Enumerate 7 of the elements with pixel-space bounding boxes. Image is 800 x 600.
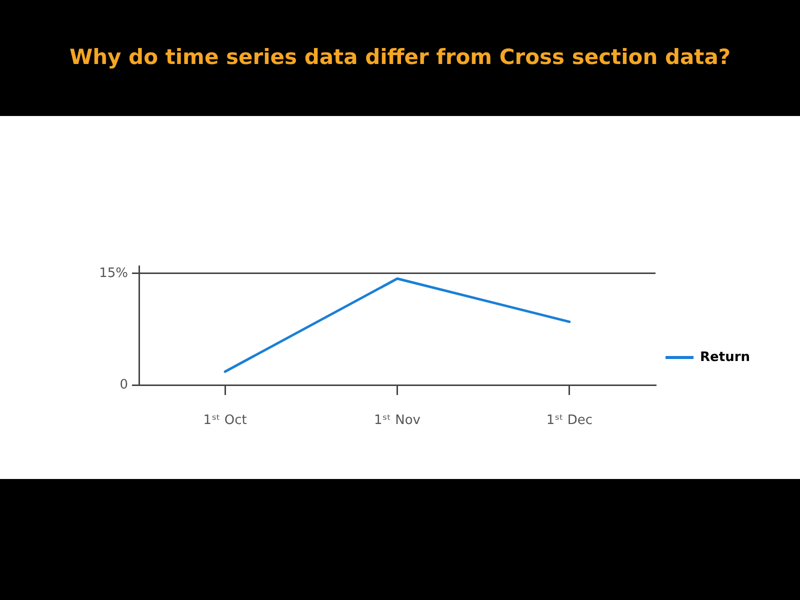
chart-title: Why do time series data differ from Cross section data?: [68, 44, 732, 71]
y-tick-label: 15%: [99, 266, 128, 281]
x-tick-label: 1ˢᵗ Dec: [546, 413, 593, 428]
x-tick-label: 1ˢᵗ Oct: [203, 413, 247, 428]
legend-label: Return: [700, 350, 750, 365]
y-tick-label: 0: [120, 377, 128, 392]
x-tick-label: 1ˢᵗ Nov: [374, 413, 421, 428]
